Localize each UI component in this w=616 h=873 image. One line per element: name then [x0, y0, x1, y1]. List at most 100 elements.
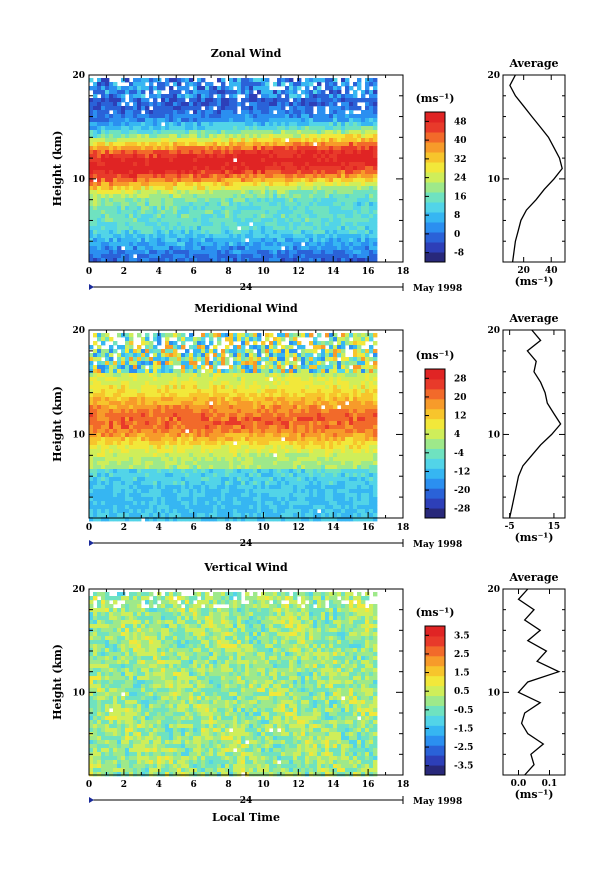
heatmap-cell: [153, 206, 158, 211]
heatmap-cell: [289, 78, 294, 83]
heatmap-cell: [337, 146, 342, 151]
heatmap-cell: [97, 78, 102, 83]
heatmap-cell: [237, 242, 242, 247]
heatmap-cell: [189, 170, 194, 175]
heatmap-cell: [369, 222, 374, 227]
heatmap-cell: [165, 465, 170, 470]
heatmap-cell: [229, 437, 234, 442]
heatmap-cell: [281, 146, 286, 151]
heatmap-cell: [181, 254, 186, 259]
heatmap-cell: [253, 170, 258, 175]
heatmap-cell: [329, 114, 334, 119]
heatmap-cell: [193, 214, 198, 219]
heatmap-cell: [137, 234, 142, 239]
heatmap-cell: [229, 377, 234, 382]
heatmap-cell: [97, 405, 102, 410]
heatmap-cell: [121, 509, 126, 514]
heatmap-cell: [233, 429, 238, 434]
heatmap-cell: [121, 158, 126, 163]
heatmap-cell: [273, 130, 278, 135]
heatmap-cell: [241, 258, 246, 263]
heatmap-cell: [357, 130, 362, 135]
heatmap-cell: [101, 246, 106, 251]
heatmap-cell: [153, 130, 158, 135]
heatmap-cell: [121, 369, 126, 374]
heatmap-cell: [149, 178, 154, 183]
heatmap-cell: [209, 409, 214, 414]
heatmap-cell: [297, 242, 302, 247]
heatmap-cell: [209, 505, 214, 510]
heatmap-cell: [121, 493, 126, 498]
heatmap-cell: [141, 469, 146, 474]
heatmap-cell: [233, 82, 238, 87]
heatmap-cell: [189, 230, 194, 235]
heatmap-cell: [349, 222, 354, 227]
heatmap-cell: [285, 110, 290, 115]
heatmap-cell: [241, 234, 246, 239]
heatmap-cell: [253, 154, 258, 159]
heatmap-cell: [141, 373, 146, 378]
heatmap-cell: [137, 166, 142, 171]
heatmap-cell: [89, 214, 94, 219]
heatmap-cell: [177, 206, 182, 211]
heatmap-cell: [113, 461, 118, 466]
heatmap-cell: [325, 126, 330, 131]
heatmap-cell: [309, 98, 314, 103]
heatmap-cell: [121, 425, 126, 430]
heatmap-cell: [353, 230, 358, 235]
heatmap-cell: [345, 182, 350, 187]
heatmap-cell: [141, 142, 146, 147]
heatmap-cell: [133, 449, 138, 454]
heatmap-cell: [225, 385, 230, 390]
heatmap-cell: [213, 413, 218, 418]
heatmap-cell: [185, 437, 190, 442]
heatmap-cell: [105, 481, 110, 486]
heatmap-cell: [97, 130, 102, 135]
heatmap-cell: [93, 242, 98, 247]
heatmap-cell: [297, 194, 302, 199]
heatmap-cell: [105, 218, 110, 223]
heatmap-cell: [145, 114, 150, 119]
heatmap-cell: [301, 138, 306, 143]
heatmap-cell: [145, 477, 150, 482]
heatmap-cell: [125, 250, 130, 255]
heatmap-cell: [169, 341, 174, 346]
heatmap-cell: [297, 134, 302, 139]
heatmap-cell: [173, 477, 178, 482]
heatmap-cell: [365, 226, 370, 231]
heatmap-cell: [333, 174, 338, 179]
heatmap-cell: [261, 142, 266, 147]
heatmap-cell: [205, 130, 210, 135]
heatmap-cell: [225, 114, 230, 119]
heatmap-cell: [185, 349, 190, 354]
heatmap-cell: [133, 377, 138, 382]
heatmap-cell: [133, 94, 138, 99]
heatmap-cell: [209, 517, 214, 522]
heatmap-cell: [205, 118, 210, 123]
heatmap-cell: [141, 465, 146, 470]
heatmap-cell: [129, 174, 134, 179]
heatmap-cell: [97, 385, 102, 390]
heatmap-cell: [261, 98, 266, 103]
heatmap-cell: [305, 234, 310, 239]
heatmap-cell: [125, 222, 130, 227]
heatmap-cell: [97, 349, 102, 354]
heatmap-cell: [113, 517, 118, 522]
heatmap-cell: [161, 409, 166, 414]
heatmap-cell: [129, 477, 134, 482]
heatmap-cell: [93, 218, 98, 223]
heatmap-cell: [317, 226, 322, 231]
heatmap-cell: [177, 178, 182, 183]
heatmap-cell: [109, 365, 114, 370]
heatmap-cell: [337, 194, 342, 199]
heatmap-cell: [157, 417, 162, 422]
heatmap-cell: [161, 421, 166, 426]
heatmap-cell: [369, 242, 374, 247]
heatmap-cell: [273, 254, 278, 259]
heatmap-cell: [137, 433, 142, 438]
heatmap-cell: [325, 222, 330, 227]
heatmap-cell: [261, 246, 266, 251]
heatmap-cell: [201, 134, 206, 139]
heatmap-cell: [281, 186, 286, 191]
heatmap-cell: [101, 190, 106, 195]
